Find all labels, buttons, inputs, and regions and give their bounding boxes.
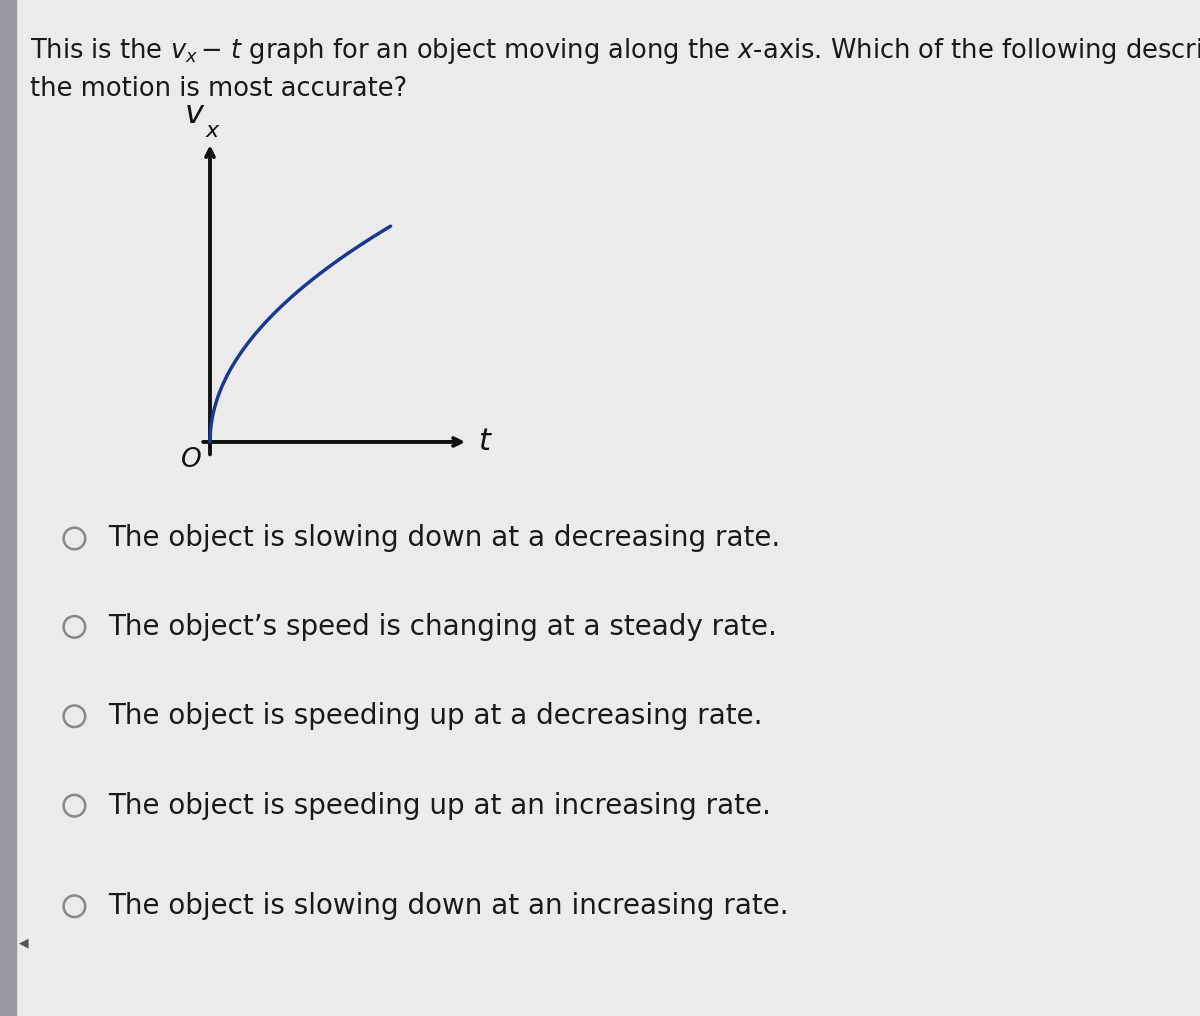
Bar xyxy=(0,0,16,1016)
Text: the motion is most accurate?: the motion is most accurate? xyxy=(30,76,407,103)
Text: The object is slowing down at a decreasing rate.: The object is slowing down at a decreasi… xyxy=(108,524,780,553)
Text: This is the $v_x\!$ $-$ $t$ graph for an object moving along the $x$-axis. Which: This is the $v_x\!$ $-$ $t$ graph for an… xyxy=(30,36,1200,66)
Text: The object is speeding up at an increasing rate.: The object is speeding up at an increasi… xyxy=(108,791,770,820)
Text: The object is speeding up at a decreasing rate.: The object is speeding up at a decreasin… xyxy=(108,702,762,731)
Text: The object is slowing down at an increasing rate.: The object is slowing down at an increas… xyxy=(108,892,788,920)
Text: $\mathit{x}$: $\mathit{x}$ xyxy=(205,121,221,141)
Text: $\mathit{t}$: $\mathit{t}$ xyxy=(478,428,492,456)
Text: $O$: $O$ xyxy=(180,447,202,473)
Text: ◀: ◀ xyxy=(19,937,29,949)
Text: The object’s speed is changing at a steady rate.: The object’s speed is changing at a stea… xyxy=(108,613,776,641)
Text: $\mathit{v}$: $\mathit{v}$ xyxy=(184,99,205,130)
